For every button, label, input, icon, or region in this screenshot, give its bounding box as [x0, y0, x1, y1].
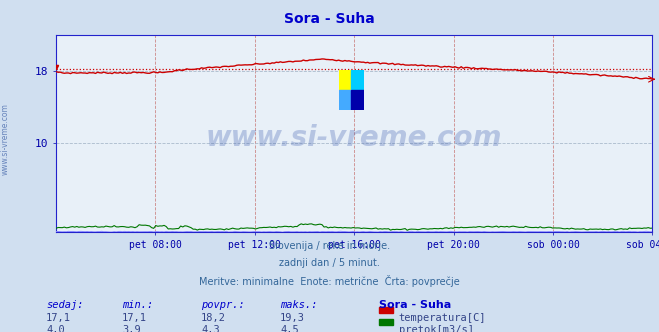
Text: 4,0: 4,0 — [46, 325, 65, 332]
Text: Sora - Suha: Sora - Suha — [284, 12, 375, 26]
Text: www.si-vreme.com: www.si-vreme.com — [1, 104, 10, 175]
Text: 4,5: 4,5 — [280, 325, 299, 332]
Text: povpr.:: povpr.: — [201, 300, 244, 310]
Bar — [339, 70, 351, 90]
Text: Sora - Suha: Sora - Suha — [379, 300, 451, 310]
Text: 17,1: 17,1 — [46, 313, 71, 323]
Text: 18,2: 18,2 — [201, 313, 226, 323]
Bar — [351, 70, 364, 90]
Bar — [351, 90, 364, 110]
Text: pretok[m3/s]: pretok[m3/s] — [399, 325, 474, 332]
Text: www.si-vreme.com: www.si-vreme.com — [206, 124, 502, 152]
Text: Meritve: minimalne  Enote: metrične  Črta: povprečje: Meritve: minimalne Enote: metrične Črta:… — [199, 275, 460, 287]
Text: 4,3: 4,3 — [201, 325, 219, 332]
Bar — [339, 90, 351, 110]
Text: 3,9: 3,9 — [122, 325, 140, 332]
Text: 19,3: 19,3 — [280, 313, 305, 323]
Text: zadnji dan / 5 minut.: zadnji dan / 5 minut. — [279, 258, 380, 268]
Text: 17,1: 17,1 — [122, 313, 147, 323]
Text: sedaj:: sedaj: — [46, 300, 84, 310]
Text: min.:: min.: — [122, 300, 153, 310]
Text: maks.:: maks.: — [280, 300, 318, 310]
Text: temperatura[C]: temperatura[C] — [399, 313, 486, 323]
Text: Slovenija / reke in morje.: Slovenija / reke in morje. — [269, 241, 390, 251]
